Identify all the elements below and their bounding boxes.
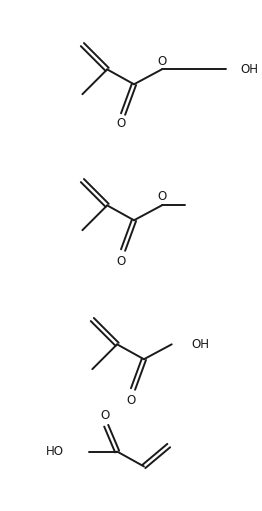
Text: O: O <box>117 118 126 130</box>
Text: HO: HO <box>46 445 63 458</box>
Text: OH: OH <box>192 338 210 351</box>
Text: O: O <box>157 55 166 68</box>
Text: OH: OH <box>240 63 258 76</box>
Text: O: O <box>117 256 126 268</box>
Text: O: O <box>157 190 166 203</box>
Text: O: O <box>126 394 136 407</box>
Text: O: O <box>101 409 110 422</box>
